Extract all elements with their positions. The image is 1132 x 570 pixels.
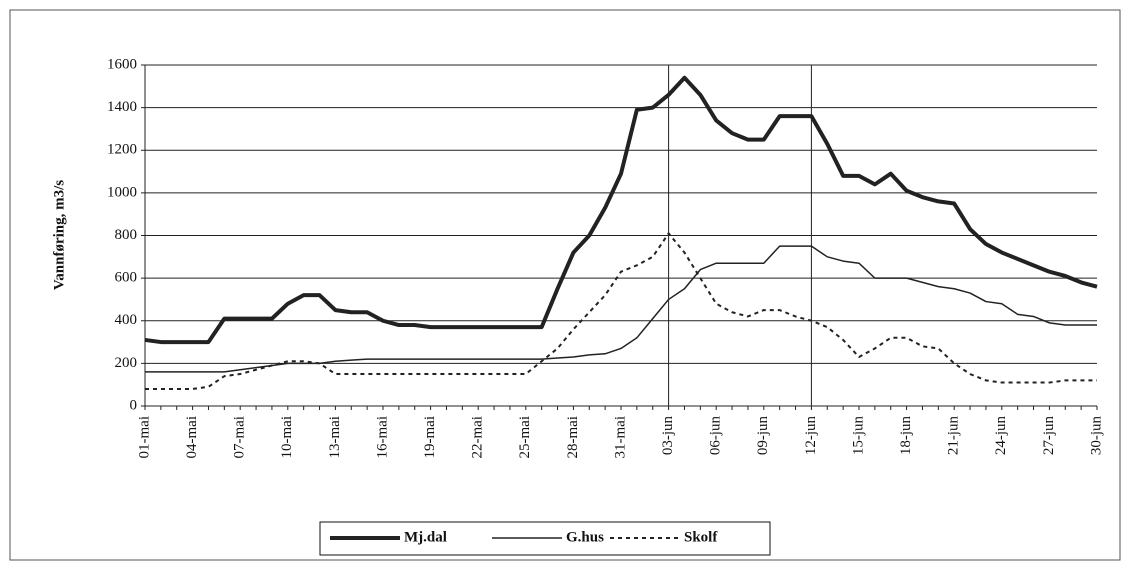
y-tick-label: 200 [115, 355, 138, 371]
x-tick-label: 31-mai [612, 416, 628, 459]
x-tick-label: 24-jun [993, 416, 1009, 456]
x-tick-label: 16-mai [374, 416, 390, 459]
y-axis-title: Vannføring, m3/s [51, 180, 67, 290]
series-line [144, 75, 1098, 345]
x-tick-label: 12-jun [803, 416, 819, 456]
y-tick-label: 600 [115, 270, 138, 286]
x-tick-label: 25-mai [517, 416, 533, 459]
y-tick-label: 400 [115, 312, 138, 328]
y-tick-label: 800 [115, 227, 138, 243]
x-tick-label: 21-jun [946, 416, 962, 456]
series-line [145, 245, 1097, 373]
x-tick-label: 07-mai [232, 416, 248, 459]
x-tick-label: 04-mai [184, 416, 200, 459]
x-tick-label: 15-jun [850, 416, 866, 456]
x-tick-label: 28-mai [565, 416, 581, 459]
y-tick-label: 0 [130, 397, 138, 413]
x-tick-label: 06-jun [708, 416, 724, 456]
x-tick-label: 18-jun [898, 416, 914, 456]
legend-label: Mj.dal [404, 529, 447, 545]
series-line [145, 232, 1097, 390]
x-tick-label: 01-mai [136, 416, 152, 459]
x-tick-label: 10-mai [279, 416, 295, 459]
x-tick-label: 27-jun [1041, 416, 1057, 456]
y-tick-label: 1600 [107, 56, 137, 72]
y-tick-label: 1400 [107, 99, 137, 115]
legend-label: G.hus [566, 529, 604, 545]
y-tick-label: 1200 [107, 142, 137, 158]
x-tick-label: 30-jun [1088, 416, 1104, 456]
x-tick-label: 22-mai [470, 416, 486, 459]
x-tick-label: 09-jun [755, 416, 771, 456]
x-tick-label: 13-mai [327, 416, 343, 459]
x-tick-label: 19-mai [422, 416, 438, 459]
x-tick-label: 03-jun [660, 416, 676, 456]
y-tick-label: 1000 [107, 184, 137, 200]
chart-frame [9, 9, 1121, 561]
legend-label: Skolf [684, 529, 718, 545]
